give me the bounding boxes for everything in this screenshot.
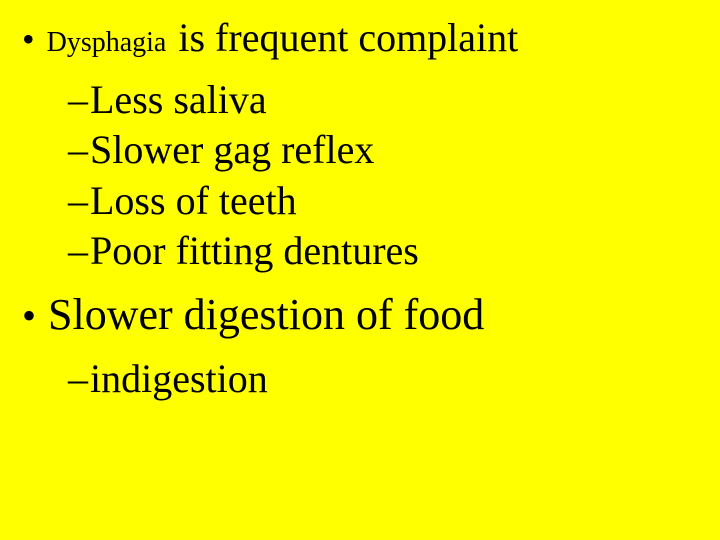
dash-icon: – — [68, 354, 90, 404]
bullet-1-text: is frequent complaint — [178, 15, 518, 60]
sub-item: –Loss of teeth — [68, 176, 698, 226]
sub-item: –Less saliva — [68, 75, 698, 125]
sub-item: –indigestion — [68, 354, 698, 404]
sub-item: –Poor fitting dentures — [68, 226, 698, 276]
sub-item-text: Loss of teeth — [90, 178, 297, 223]
sub-item: –Slower gag reflex — [68, 125, 698, 175]
sub-item-text: Slower gag reflex — [90, 127, 374, 172]
bullet-item-2: • Slower digestion of food — [22, 289, 698, 340]
bullet-2-text: Slower digestion of food — [48, 289, 484, 340]
dash-icon: – — [68, 226, 90, 276]
bullet-marker: • — [22, 21, 35, 57]
bullet-1-sublist: –Less saliva –Slower gag reflex –Loss of… — [68, 75, 698, 277]
bullet-item-1: • Dysphagia is frequent complaint — [22, 14, 698, 61]
bullet-marker: • — [22, 296, 36, 336]
sub-item-text: Less saliva — [90, 77, 267, 122]
dash-icon: – — [68, 75, 90, 125]
dash-icon: – — [68, 176, 90, 226]
slide-body: • Dysphagia is frequent complaint –Less … — [0, 0, 720, 540]
sub-item-text: indigestion — [90, 356, 268, 401]
sub-item-text: Poor fitting dentures — [90, 228, 419, 273]
dash-icon: – — [68, 125, 90, 175]
bullet-1-prefix: Dysphagia — [47, 27, 167, 58]
bullet-2-sublist: –indigestion — [68, 354, 698, 404]
